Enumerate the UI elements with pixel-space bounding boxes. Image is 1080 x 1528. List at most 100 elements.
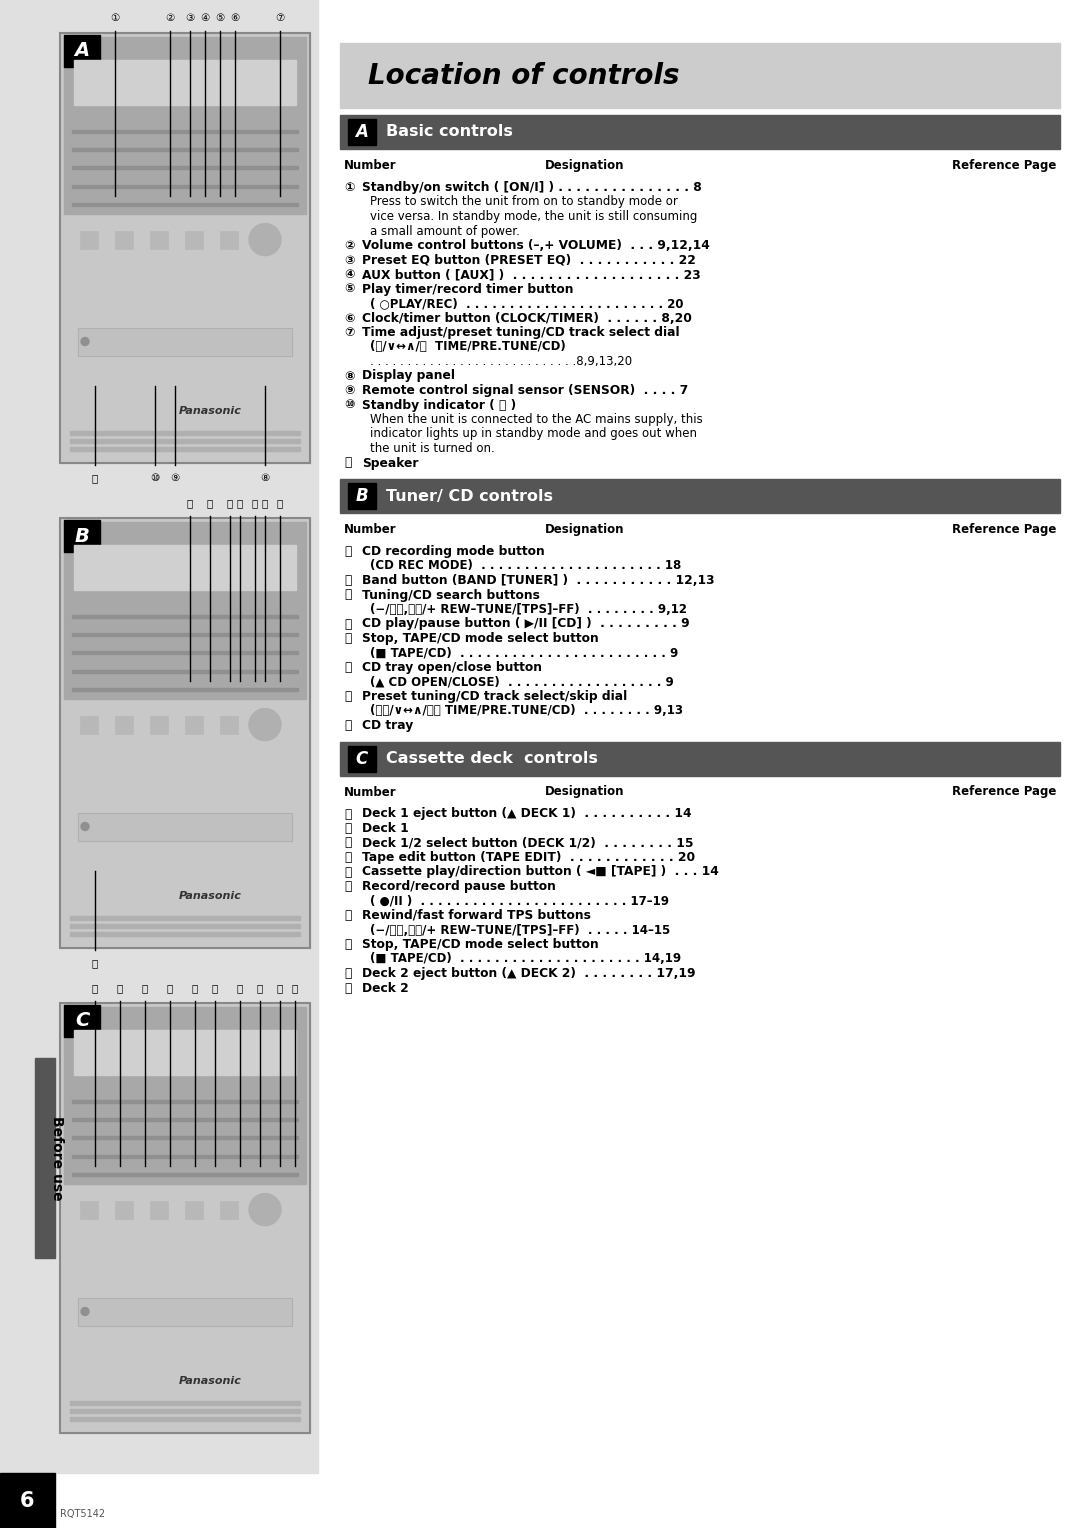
Bar xyxy=(340,741,1059,776)
Text: Location of controls: Location of controls xyxy=(368,61,679,90)
Text: ㉘: ㉘ xyxy=(345,967,351,979)
Text: ⑧: ⑧ xyxy=(260,474,270,483)
Text: Number: Number xyxy=(345,785,396,799)
Text: Cassette deck  controls: Cassette deck controls xyxy=(386,750,598,766)
Text: ㉙: ㉙ xyxy=(345,981,351,995)
Text: 6: 6 xyxy=(19,1491,35,1511)
Bar xyxy=(340,115,1059,150)
Text: Stop, TAPE/CD mode select button: Stop, TAPE/CD mode select button xyxy=(362,633,598,645)
Text: ㉓: ㉓ xyxy=(167,983,173,993)
Bar xyxy=(78,813,292,840)
Text: ⑯: ⑯ xyxy=(227,498,233,507)
Bar xyxy=(72,1137,298,1140)
Text: ⑪: ⑪ xyxy=(92,474,98,483)
Text: ①: ① xyxy=(345,180,354,194)
Text: ③: ③ xyxy=(186,14,194,23)
Text: Reference Page: Reference Page xyxy=(951,523,1056,536)
Text: Before use: Before use xyxy=(50,1115,64,1201)
Text: Play timer/record timer button: Play timer/record timer button xyxy=(362,283,573,295)
Text: Band button (BAND [TUNER] )  . . . . . . . . . . . 12,13: Band button (BAND [TUNER] ) . . . . . . … xyxy=(362,575,715,587)
Text: ⑬: ⑬ xyxy=(261,498,268,507)
Bar xyxy=(80,1201,98,1219)
Text: CD recording mode button: CD recording mode button xyxy=(362,545,544,558)
Text: ⑤: ⑤ xyxy=(215,14,225,23)
Text: Panasonic: Panasonic xyxy=(178,1377,242,1386)
Bar xyxy=(72,1172,298,1175)
Bar xyxy=(72,130,298,133)
Text: Preset tuning/CD track select/skip dial: Preset tuning/CD track select/skip dial xyxy=(362,691,627,703)
Text: ⑪: ⑪ xyxy=(345,457,351,469)
Bar xyxy=(78,327,292,356)
Bar xyxy=(72,1100,298,1103)
Bar xyxy=(78,1297,292,1325)
Text: Panasonic: Panasonic xyxy=(178,891,242,902)
Text: ④: ④ xyxy=(345,267,354,281)
Bar xyxy=(0,1473,55,1528)
Bar xyxy=(78,327,292,356)
Text: Remote control signal sensor (SENSOR)  . . . . 7: Remote control signal sensor (SENSOR) . … xyxy=(362,384,688,397)
Text: Deck 1: Deck 1 xyxy=(362,822,408,834)
Bar xyxy=(72,203,298,206)
Text: C: C xyxy=(356,750,368,767)
Bar xyxy=(220,1201,238,1219)
Bar xyxy=(70,448,300,451)
Bar xyxy=(64,520,100,552)
Text: Designation: Designation xyxy=(545,785,624,799)
Text: A: A xyxy=(355,122,368,141)
Text: CD tray: CD tray xyxy=(362,720,414,732)
Text: ⑱: ⑱ xyxy=(276,498,283,507)
Bar xyxy=(220,231,238,249)
Bar xyxy=(60,518,310,947)
Bar xyxy=(114,231,133,249)
Text: Clock/timer button (CLOCK/TIMER)  . . . . . . 8,20: Clock/timer button (CLOCK/TIMER) . . . .… xyxy=(362,312,692,324)
Text: Standby/on switch ( [ON/I] ) . . . . . . . . . . . . . . . 8: Standby/on switch ( [ON/I] ) . . . . . .… xyxy=(362,180,702,194)
Bar xyxy=(35,1057,55,1258)
Bar xyxy=(340,478,1059,513)
Bar xyxy=(348,119,376,145)
Text: (⏮/∨↔∧/⏭  TIME/PRE.TUNE/CD): (⏮/∨↔∧/⏭ TIME/PRE.TUNE/CD) xyxy=(370,341,566,353)
Text: ⑳: ⑳ xyxy=(345,807,351,821)
Bar xyxy=(72,167,298,170)
Bar xyxy=(60,34,310,463)
Text: Reference Page: Reference Page xyxy=(951,159,1056,173)
Text: ㉑: ㉑ xyxy=(117,983,123,993)
Text: ⑱: ⑱ xyxy=(345,691,351,703)
Bar xyxy=(150,715,168,733)
Circle shape xyxy=(81,1308,89,1316)
Text: ㉙: ㉙ xyxy=(292,983,298,993)
Bar xyxy=(72,651,298,654)
Bar xyxy=(72,185,298,188)
Text: (−/⏮⏮,⏭⏭/+ REW–TUNE/[TPS]–FF)  . . . . . 14–15: (−/⏮⏮,⏭⏭/+ REW–TUNE/[TPS]–FF) . . . . . … xyxy=(370,923,671,937)
Bar xyxy=(64,1005,100,1038)
Text: (▲ CD OPEN/CLOSE)  . . . . . . . . . . . . . . . . . . 9: (▲ CD OPEN/CLOSE) . . . . . . . . . . . … xyxy=(370,675,674,689)
Bar xyxy=(60,518,310,947)
Text: ⑳: ⑳ xyxy=(92,983,98,993)
Bar xyxy=(185,1201,203,1219)
Text: ⑫: ⑫ xyxy=(345,545,351,558)
Text: Speaker: Speaker xyxy=(362,457,419,469)
Bar xyxy=(70,1401,300,1406)
Bar xyxy=(70,1416,300,1421)
Text: AUX button ( [AUX] )  . . . . . . . . . . . . . . . . . . . 23: AUX button ( [AUX] ) . . . . . . . . . .… xyxy=(362,267,701,281)
Text: ⑰: ⑰ xyxy=(345,662,351,674)
Text: ㉓: ㉓ xyxy=(345,851,351,863)
Text: C: C xyxy=(75,1012,90,1030)
Text: ㉕: ㉕ xyxy=(212,983,218,993)
Text: Time adjust/preset tuning/CD track select dial: Time adjust/preset tuning/CD track selec… xyxy=(362,325,679,339)
Text: Record/record pause button: Record/record pause button xyxy=(362,880,556,892)
Text: ㉗: ㉗ xyxy=(345,938,351,950)
Polygon shape xyxy=(75,1030,296,1076)
Text: ㉑: ㉑ xyxy=(345,822,351,834)
Text: ㉔: ㉔ xyxy=(192,983,198,993)
Bar xyxy=(64,523,306,698)
Text: ㉖: ㉖ xyxy=(345,909,351,921)
Text: Designation: Designation xyxy=(545,523,624,536)
Bar xyxy=(0,0,318,1473)
Bar xyxy=(150,231,168,249)
Text: Deck 1 eject button (▲ DECK 1)  . . . . . . . . . . 14: Deck 1 eject button (▲ DECK 1) . . . . .… xyxy=(362,807,691,821)
Text: Tuning/CD search buttons: Tuning/CD search buttons xyxy=(362,588,540,602)
Text: Number: Number xyxy=(345,159,396,173)
Text: ⑥: ⑥ xyxy=(345,312,354,324)
Circle shape xyxy=(81,822,89,831)
Text: ㉕: ㉕ xyxy=(345,880,351,892)
